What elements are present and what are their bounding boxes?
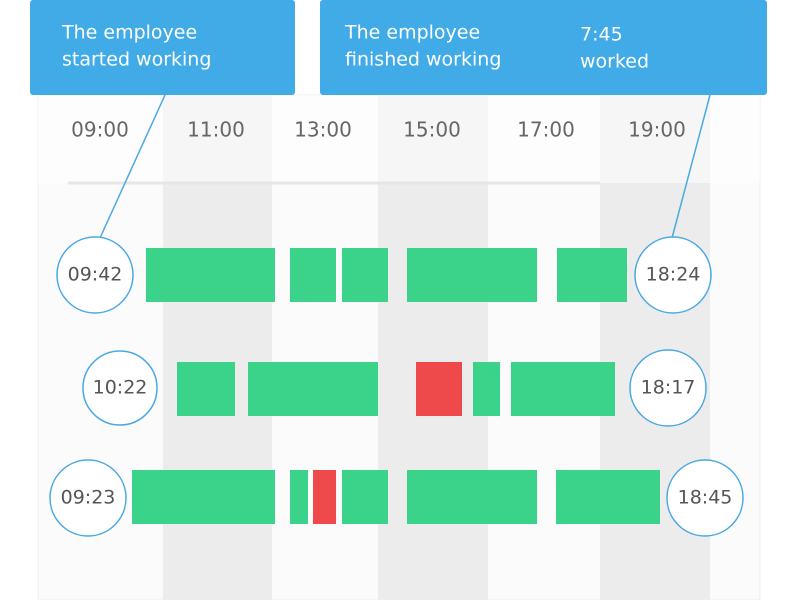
work-segment: [290, 248, 336, 302]
time-circle: [56, 236, 134, 314]
work-segment: [290, 470, 308, 524]
break-segment: [313, 470, 336, 524]
axis-label: 15:00: [403, 118, 461, 142]
axis-label: 09:00: [71, 118, 129, 142]
duration-text: worked: [580, 51, 649, 73]
work-segment: [407, 470, 537, 524]
callout: [30, 0, 295, 95]
start-time: 10:22: [93, 377, 148, 399]
axis-label: 17:00: [517, 118, 575, 142]
time-circle: [82, 350, 158, 426]
work-segment: [557, 248, 627, 302]
work-segment: [177, 362, 235, 416]
connector: [99, 94, 166, 239]
callout-text: finished working: [345, 49, 501, 71]
duration-text: 7:45: [580, 24, 623, 46]
callout-text: The employee: [344, 22, 480, 44]
axis-label: 13:00: [294, 118, 352, 142]
time-circle: [634, 236, 712, 314]
time-circle: [629, 349, 707, 427]
work-segment: [342, 248, 388, 302]
work-segment: [248, 362, 378, 416]
end-time: 18:17: [641, 377, 696, 399]
axis-label: 11:00: [187, 118, 245, 142]
axis-label: 19:00: [628, 118, 686, 142]
time-circle: [666, 459, 744, 537]
work-segment: [407, 248, 537, 302]
work-segment: [511, 362, 615, 416]
callout-text: started working: [62, 49, 211, 71]
connector: [671, 94, 711, 239]
start-time: 09:23: [61, 487, 116, 509]
end-time: 18:45: [678, 487, 733, 509]
work-segment: [132, 470, 275, 524]
work-segment: [556, 470, 660, 524]
work-segment: [342, 470, 388, 524]
callout: [320, 0, 767, 95]
break-segment: [416, 362, 462, 416]
time-circle: [49, 459, 127, 537]
end-time: 18:24: [646, 264, 701, 286]
start-time: 09:42: [68, 264, 123, 286]
work-segment: [146, 248, 275, 302]
callout-text: The employee: [61, 22, 197, 44]
work-segment: [473, 362, 500, 416]
